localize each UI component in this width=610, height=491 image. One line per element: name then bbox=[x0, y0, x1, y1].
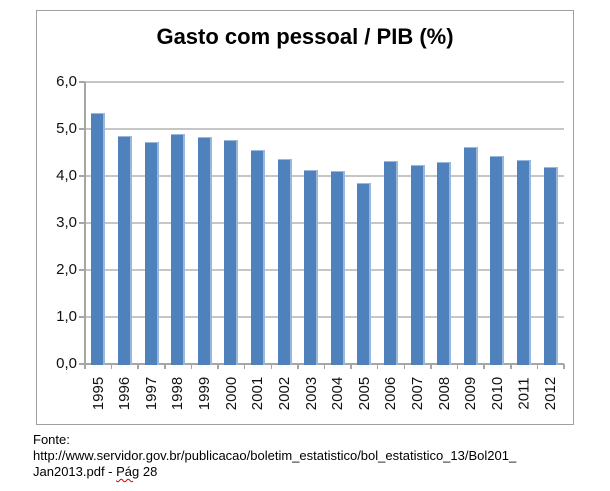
source-page-line: Jan2013.pdf - Pág 28 bbox=[33, 464, 603, 480]
y-tick-2 bbox=[79, 269, 85, 271]
gridline-1 bbox=[85, 316, 564, 318]
bar-2001 bbox=[250, 150, 265, 365]
x-axis-label-text: 2012 bbox=[542, 376, 560, 410]
x-boundary-tick-6 bbox=[243, 364, 246, 369]
y-axis-label-2: 2,0 bbox=[56, 261, 77, 278]
x-boundary-tick-8 bbox=[297, 364, 299, 369]
y-tick-3 bbox=[79, 222, 85, 224]
x-boundary-tick-10 bbox=[350, 364, 352, 369]
x-boundary-tick-11 bbox=[376, 364, 379, 369]
bar-2007 bbox=[410, 165, 425, 365]
source-url: http://www.servidor.gov.br/publicacao/bo… bbox=[33, 448, 517, 463]
bar-2009 bbox=[463, 147, 478, 365]
gridline-3 bbox=[85, 222, 564, 224]
bar-2006 bbox=[384, 160, 399, 365]
bar-1995 bbox=[91, 112, 106, 365]
source-file: Jan2013.pdf - bbox=[33, 464, 117, 479]
x-boundary-tick-1 bbox=[110, 364, 113, 369]
bar-2010 bbox=[490, 155, 505, 365]
bar-1996 bbox=[117, 136, 132, 365]
x-boundary-tick-4 bbox=[190, 364, 193, 369]
gridline-2 bbox=[85, 269, 564, 271]
bar-2011 bbox=[517, 160, 532, 365]
bar-2005 bbox=[357, 183, 372, 365]
y-tick-4 bbox=[79, 175, 85, 177]
y-axis-label-1: 1,0 bbox=[56, 308, 77, 325]
source-note: Fonte: http://www.servidor.gov.br/public… bbox=[33, 432, 603, 480]
y-tick-5 bbox=[79, 128, 85, 130]
x-boundary-tick-16 bbox=[510, 364, 512, 369]
x-boundary-tick-15 bbox=[483, 364, 485, 369]
bar-2002 bbox=[277, 159, 292, 365]
x-boundary-tick-3 bbox=[164, 364, 166, 369]
x-boundary-tick-14 bbox=[456, 364, 459, 369]
source-label: Fonte: bbox=[33, 432, 70, 447]
y-axis-label-3: 3,0 bbox=[56, 214, 77, 231]
y-axis-label-0: 0,0 bbox=[56, 355, 77, 372]
bar-2008 bbox=[437, 161, 452, 365]
y-axis-line bbox=[84, 82, 86, 365]
gridline-6 bbox=[85, 81, 564, 83]
y-axis-label-4: 4,0 bbox=[56, 167, 77, 184]
x-boundary-tick-13 bbox=[430, 364, 432, 369]
bar-2003 bbox=[304, 169, 319, 365]
gridline-5 bbox=[85, 128, 564, 130]
misspelled-word: Pág bbox=[116, 464, 140, 479]
bar-2004 bbox=[330, 170, 345, 365]
x-boundary-tick-9 bbox=[323, 364, 326, 369]
x-boundary-tick-12 bbox=[403, 364, 406, 369]
x-boundary-tick-0 bbox=[84, 364, 86, 369]
bar-1997 bbox=[144, 141, 159, 365]
y-axis-label-6: 6,0 bbox=[56, 73, 77, 90]
x-boundary-tick-18 bbox=[563, 364, 565, 369]
y-axis-label-5: 5,0 bbox=[56, 120, 77, 137]
bar-1999 bbox=[197, 136, 212, 365]
y-tick-1 bbox=[79, 316, 85, 318]
x-boundary-tick-5 bbox=[217, 364, 219, 369]
chart-title: Gasto com pessoal / PIB (%) bbox=[156, 24, 454, 49]
x-boundary-tick-7 bbox=[270, 364, 273, 369]
bar-1998 bbox=[171, 133, 186, 365]
bar-2012 bbox=[543, 166, 558, 365]
gridline-4 bbox=[85, 175, 564, 177]
x-boundary-tick-2 bbox=[137, 364, 139, 369]
source-page-number: 28 bbox=[139, 464, 158, 479]
x-axis-label-2012: 2012 bbox=[529, 371, 573, 415]
bar-2000 bbox=[224, 140, 239, 365]
y-tick-0 bbox=[79, 363, 85, 365]
x-boundary-tick-17 bbox=[536, 364, 539, 369]
y-tick-6 bbox=[79, 81, 85, 83]
